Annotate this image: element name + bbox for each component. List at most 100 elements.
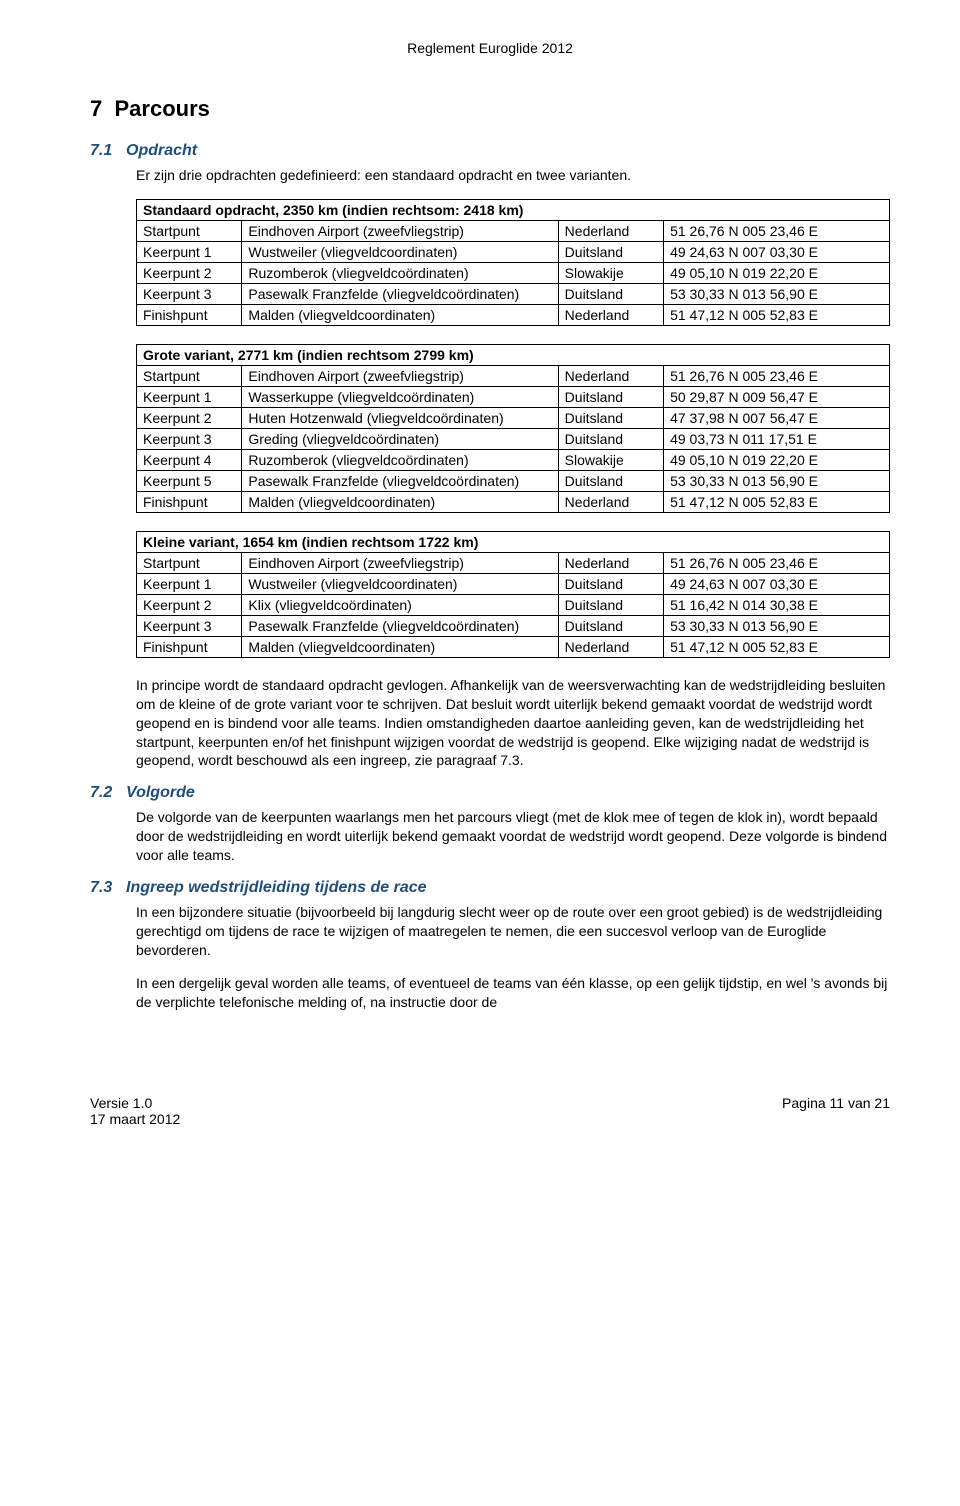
table-cell: Pasewalk Franzfelde (vliegveldcoördinate…: [242, 283, 558, 304]
table-cell: Nederland: [558, 365, 663, 386]
document-header: Reglement Euroglide 2012: [90, 40, 890, 56]
section-title: Parcours: [114, 96, 209, 121]
table-cell: 53 30,33 N 013 56,90 E: [664, 615, 890, 636]
table-cell: Duitsland: [558, 407, 663, 428]
table-row: StartpuntEindhoven Airport (zweefvliegst…: [137, 552, 890, 573]
table-cell: Duitsland: [558, 241, 663, 262]
table-cell: Nederland: [558, 636, 663, 657]
table-row: Keerpunt 3Pasewalk Franzfelde (vliegveld…: [137, 615, 890, 636]
after-tables-paragraph: In principe wordt de standaard opdracht …: [136, 676, 890, 770]
table-cell: Keerpunt 2: [137, 407, 242, 428]
section-number: 7: [90, 96, 102, 121]
table-cell: Finishpunt: [137, 636, 242, 657]
table-cell: Greding (vliegveldcoördinaten): [242, 428, 558, 449]
table-row: FinishpuntMalden (vliegveldcoordinaten)N…: [137, 304, 890, 325]
table-cell: Duitsland: [558, 573, 663, 594]
table-cell: 53 30,33 N 013 56,90 E: [664, 283, 890, 304]
page-footer: Versie 1.0 17 maart 2012 Pagina 11 van 2…: [90, 1095, 890, 1127]
subsection-7-1-heading: 7.1Opdracht: [90, 142, 890, 160]
subsection-7-2-heading: 7.2Volgorde: [90, 784, 890, 802]
table-cell: 53 30,33 N 013 56,90 E: [664, 470, 890, 491]
table-cell: Huten Hotzenwald (vliegveldcoördinaten): [242, 407, 558, 428]
date-text: 17 maart 2012: [90, 1111, 180, 1127]
table-cell: Duitsland: [558, 283, 663, 304]
subsection-number: 7.3: [90, 879, 126, 897]
table-cell: Keerpunt 2: [137, 262, 242, 283]
table-cell: Malden (vliegveldcoordinaten): [242, 636, 558, 657]
footer-right: Pagina 11 van 21: [782, 1095, 890, 1127]
table-row: Keerpunt 2Ruzomberok (vliegveldcoördinat…: [137, 262, 890, 283]
table-body: StartpuntEindhoven Airport (zweefvliegst…: [137, 552, 890, 657]
table-cell: 51 47,12 N 005 52,83 E: [664, 304, 890, 325]
table-body: StartpuntEindhoven Airport (zweefvliegst…: [137, 220, 890, 325]
table-cell: Pasewalk Franzfelde (vliegveldcoördinate…: [242, 615, 558, 636]
ingreep-paragraph-2: In een dergelijk geval worden alle teams…: [136, 974, 890, 1012]
table-grote-variant: Grote variant, 2771 km (indien rechtsom …: [136, 344, 890, 513]
table-cell: 51 47,12 N 005 52,83 E: [664, 491, 890, 512]
table-cell: Finishpunt: [137, 491, 242, 512]
subsection-number: 7.2: [90, 784, 126, 802]
table-standaard: Standaard opdracht, 2350 km (indien rech…: [136, 199, 890, 326]
table-cell: Keerpunt 5: [137, 470, 242, 491]
table-cell: Keerpunt 3: [137, 428, 242, 449]
table-caption: Grote variant, 2771 km (indien rechtsom …: [137, 344, 890, 365]
table-cell: 49 05,10 N 019 22,20 E: [664, 262, 890, 283]
table-cell: Duitsland: [558, 428, 663, 449]
table-cell: Duitsland: [558, 615, 663, 636]
footer-left: Versie 1.0 17 maart 2012: [90, 1095, 180, 1127]
table-cell: Ruzomberok (vliegveldcoördinaten): [242, 449, 558, 470]
table-cell: Malden (vliegveldcoordinaten): [242, 491, 558, 512]
table-caption: Standaard opdracht, 2350 km (indien rech…: [137, 199, 890, 220]
table-cell: Klix (vliegveldcoördinaten): [242, 594, 558, 615]
section-7-heading: 7 Parcours: [90, 96, 890, 122]
table-cell: Eindhoven Airport (zweefvliegstrip): [242, 220, 558, 241]
table-cell: Nederland: [558, 220, 663, 241]
table-cell: Startpunt: [137, 220, 242, 241]
table-row: Keerpunt 4Ruzomberok (vliegveldcoördinat…: [137, 449, 890, 470]
table-cell: Keerpunt 1: [137, 241, 242, 262]
table-cell: Finishpunt: [137, 304, 242, 325]
volgorde-paragraph: De volgorde van de keerpunten waarlangs …: [136, 808, 890, 865]
table-cell: Keerpunt 3: [137, 615, 242, 636]
table-cell: 51 16,42 N 014 30,38 E: [664, 594, 890, 615]
version-text: Versie 1.0: [90, 1095, 152, 1111]
table-cell: Pasewalk Franzfelde (vliegveldcoördinate…: [242, 470, 558, 491]
table-cell: Nederland: [558, 491, 663, 512]
table-cell: 51 26,76 N 005 23,46 E: [664, 365, 890, 386]
table-row: Keerpunt 2Huten Hotzenwald (vliegveldcoö…: [137, 407, 890, 428]
table-row: Keerpunt 3Pasewalk Franzfelde (vliegveld…: [137, 283, 890, 304]
table-cell: Slowakije: [558, 262, 663, 283]
table-row: FinishpuntMalden (vliegveldcoordinaten)N…: [137, 636, 890, 657]
table-cell: Keerpunt 1: [137, 573, 242, 594]
table-row: Keerpunt 5Pasewalk Franzfelde (vliegveld…: [137, 470, 890, 491]
table-cell: Nederland: [558, 552, 663, 573]
table-cell: Duitsland: [558, 470, 663, 491]
table-cell: 51 26,76 N 005 23,46 E: [664, 552, 890, 573]
subsection-7-3-heading: 7.3Ingreep wedstrijdleiding tijdens de r…: [90, 879, 890, 897]
table-cell: 49 03,73 N 011 17,51 E: [664, 428, 890, 449]
table-cell: Duitsland: [558, 386, 663, 407]
table-row: StartpuntEindhoven Airport (zweefvliegst…: [137, 365, 890, 386]
table-cell: Keerpunt 2: [137, 594, 242, 615]
table-row: FinishpuntMalden (vliegveldcoordinaten)N…: [137, 491, 890, 512]
intro-paragraph: Er zijn drie opdrachten gedefinieerd: ee…: [136, 166, 890, 185]
table-cell: 50 29,87 N 009 56,47 E: [664, 386, 890, 407]
table-cell: Keerpunt 4: [137, 449, 242, 470]
table-row: StartpuntEindhoven Airport (zweefvliegst…: [137, 220, 890, 241]
subsection-title: Volgorde: [126, 784, 195, 801]
table-body: StartpuntEindhoven Airport (zweefvliegst…: [137, 365, 890, 512]
table-cell: 47 37,98 N 007 56,47 E: [664, 407, 890, 428]
table-cell: 51 26,76 N 005 23,46 E: [664, 220, 890, 241]
table-cell: Duitsland: [558, 594, 663, 615]
table-cell: Slowakije: [558, 449, 663, 470]
table-cell: Wustweiler (vliegveldcoordinaten): [242, 573, 558, 594]
table-cell: Nederland: [558, 304, 663, 325]
table-row: Keerpunt 1Wustweiler (vliegveldcoordinat…: [137, 241, 890, 262]
subsection-title: Ingreep wedstrijdleiding tijdens de race: [126, 879, 427, 896]
ingreep-paragraph-1: In een bijzondere situatie (bijvoorbeeld…: [136, 903, 890, 960]
table-row: Keerpunt 2Klix (vliegveldcoördinaten)Dui…: [137, 594, 890, 615]
table-cell: 51 47,12 N 005 52,83 E: [664, 636, 890, 657]
table-row: Keerpunt 1Wasserkuppe (vliegveldcoördina…: [137, 386, 890, 407]
subsection-title: Opdracht: [126, 142, 197, 159]
table-cell: Keerpunt 3: [137, 283, 242, 304]
